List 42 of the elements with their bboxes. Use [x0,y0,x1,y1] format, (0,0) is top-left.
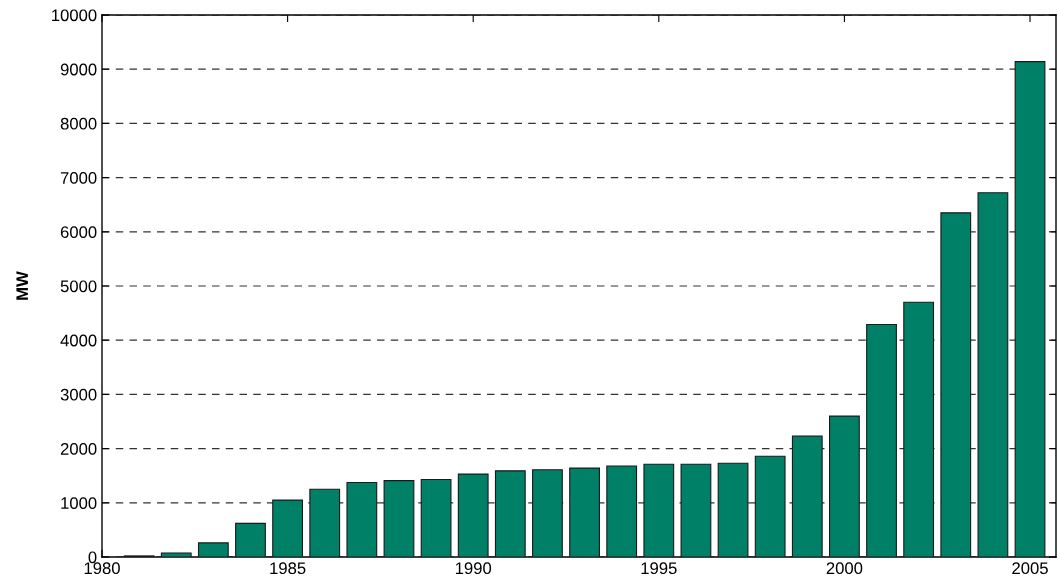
y-tick-label: 6000 [60,226,97,238]
y-tick-label: 10000 [52,9,97,22]
bar [420,478,452,557]
bar [272,499,304,557]
y-tick-label: 4000 [60,334,97,347]
bar [569,467,600,557]
x-tick-label: 1990 [455,562,492,575]
y-tick-label: 7000 [60,172,97,184]
y-tick-label: 1000 [61,497,97,509]
y-tick-label: 8000 [60,117,97,130]
bar [606,465,638,557]
bar [903,301,935,557]
bar [866,323,897,557]
bar [940,212,972,557]
bar [1014,61,1046,557]
bar [532,469,563,557]
bar [791,435,823,557]
bar [494,470,526,557]
y-tick-label: 9000 [60,63,97,76]
bar [829,415,860,557]
x-tick-label: 1980 [84,562,120,575]
bar [197,542,229,557]
bar [457,473,489,557]
bar [717,462,749,557]
y-tick-label: 5000 [60,280,97,293]
bar [643,463,675,557]
bar [383,480,415,557]
bar [160,552,192,557]
bar [680,463,712,557]
bar [309,488,341,557]
x-tick-label: 1985 [270,562,306,575]
x-tick-label: 2000 [826,562,863,575]
bar [754,455,786,557]
y-axis-title: MW [16,271,28,300]
bar [346,481,378,557]
y-tick-label: 0 [88,551,97,564]
bar [977,192,1009,557]
bar [235,522,266,557]
x-tick-label: 1995 [641,562,677,575]
y-tick-label: 2000 [60,443,97,455]
x-tick-label: 2005 [1012,562,1048,575]
y-tick-label: 3000 [60,388,97,401]
